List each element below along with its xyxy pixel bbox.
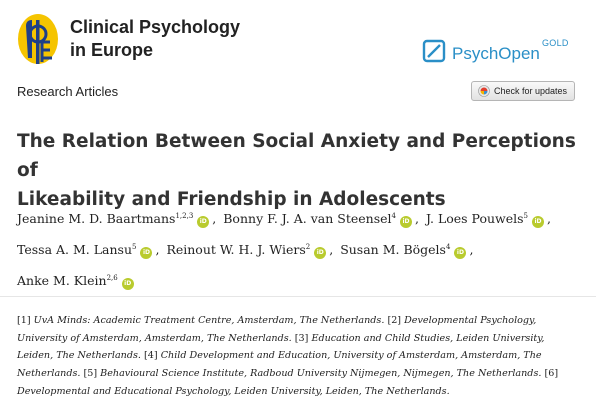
affiliation-number: [6] [544,368,559,380]
author-line-1: Jeanine M. D. Baartmans1,2,3iD, Bonny F.… [17,211,554,228]
affiliations: [1] UvA Minds: Academic Treatment Centre… [17,312,581,401]
orcid-icon[interactable]: iD [399,216,412,228]
orcid-icon[interactable]: iD [121,278,134,290]
affiliation-number: [1] [17,315,31,326]
author-affiliation-ref: 2 [305,243,311,251]
author-name[interactable]: Tessa A. M. Lansu [17,242,133,257]
affiliation-text: Developmental Psychology, University of … [17,315,537,344]
affiliation-number: [3] [294,332,309,344]
author-line-2: Tessa A. M. Lansu5iD, Reinout W. H. J. W… [17,242,476,259]
author-name[interactable]: J. Loes Pouwels [425,211,524,226]
author-affiliation-ref: 4 [445,243,451,251]
publisher-tier: GOLD [542,38,569,48]
orcid-icon[interactable]: iD [140,247,153,259]
journal-name: Clinical Psychology in Europe [70,16,240,62]
publisher-logo[interactable]: PsychOpen GOLD [422,36,590,70]
author-separator: , [329,242,334,257]
publisher-name: PsychOpen [452,44,540,63]
author-separator: , [414,211,419,226]
article-title-line1: The Relation Between Social Anxiety and … [17,131,576,181]
orcid-icon[interactable]: iD [197,216,210,228]
orcid-icon[interactable]: iD [314,247,327,259]
author-name[interactable]: Susan M. Bögels [340,242,446,257]
journal-logo-icon [16,12,60,70]
check-for-updates-label: Check for updates [494,86,568,96]
author-affiliation-ref: 4 [391,212,396,220]
author-affiliation-ref: 2,6 [106,274,118,282]
author-name[interactable]: Bonny F. J. A. van Steensel [223,211,392,226]
author-separator: , [212,211,217,226]
article-title-line2: Likeability and Friendship in Adolescent… [17,189,446,210]
author-separator: , [155,242,160,257]
orcid-icon[interactable]: iD [532,216,545,228]
affiliation-text: Developmental and Educational Psychology… [17,385,450,397]
author-name[interactable]: Jeanine M. D. Baartmans [17,211,176,226]
affiliation-text: Education and Child Studies, Leiden Univ… [17,332,545,362]
section-label: Research Articles [17,84,119,99]
orcid-icon[interactable]: iD [454,247,467,259]
author-separator: , [469,242,474,257]
author-name[interactable]: Reinout W. H. J. Wiers [166,242,306,257]
author-affiliation-ref: 5 [523,212,529,220]
journal-name-line1: Clinical Psychology [70,17,241,37]
journal-name-line2: in Europe [70,40,154,60]
section-divider [0,296,596,297]
author-separator: , [547,211,551,226]
author-affiliation-ref: 1,2,3 [175,212,194,220]
author-name[interactable]: Anke M. Klein [17,273,107,288]
affiliation-number: [2] [387,315,402,326]
affiliation-text: UvA Minds: Academic Treatment Centre, Am… [33,315,385,326]
check-for-updates-button[interactable]: Check for updates [471,81,575,101]
author-line-3: Anke M. Klein2,6iD [17,273,134,290]
crossmark-icon [478,85,490,97]
affiliation-number: [4] [144,350,158,362]
affiliation-number: [5] [83,368,98,380]
affiliation-text: Child Development and Education, Univers… [17,350,542,380]
author-affiliation-ref: 5 [132,243,137,251]
psychopen-icon [422,39,446,63]
affiliation-text: Behavioural Science Institute, Radboud U… [100,368,542,380]
article-title: The Relation Between Social Anxiety and … [17,127,582,214]
